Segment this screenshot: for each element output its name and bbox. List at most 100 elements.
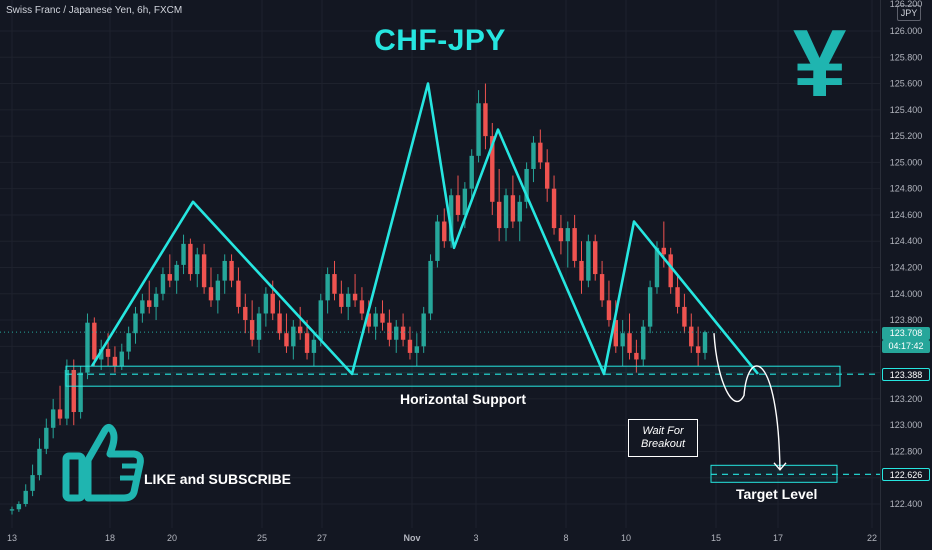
candle-body bbox=[133, 313, 138, 334]
y-tick-label: 125.000 bbox=[890, 157, 923, 167]
chart-title: CHF-JPY bbox=[374, 24, 506, 57]
candle-body bbox=[400, 326, 406, 340]
y-tick-label: 124.000 bbox=[890, 289, 923, 299]
y-tick-label: 125.600 bbox=[890, 79, 923, 89]
candle-body bbox=[263, 293, 269, 314]
candle-body bbox=[695, 346, 701, 353]
candle-body bbox=[661, 247, 667, 255]
horizontal-levels bbox=[0, 331, 880, 483]
candle-body bbox=[50, 409, 56, 428]
head-and-shoulders-pattern bbox=[90, 82, 760, 376]
target-zone-box bbox=[710, 464, 838, 483]
y-tick-label: 123.800 bbox=[890, 315, 923, 325]
candle-body bbox=[380, 313, 385, 323]
candle-body bbox=[544, 162, 550, 189]
x-tick-label: 20 bbox=[167, 533, 177, 543]
currency-badge[interactable]: JPY bbox=[897, 5, 921, 21]
candle-body bbox=[490, 136, 495, 202]
x-tick-label: 18 bbox=[105, 533, 115, 543]
candle-body bbox=[297, 326, 303, 334]
candle-body bbox=[291, 326, 296, 347]
candle-body bbox=[593, 241, 598, 275]
x-tick-label: 3 bbox=[473, 533, 478, 543]
candle-body bbox=[366, 313, 371, 327]
candle-body bbox=[277, 313, 282, 334]
last-price-tag: 123.708 bbox=[882, 327, 930, 340]
candle-body bbox=[641, 326, 646, 360]
candle-body bbox=[428, 260, 433, 314]
candle-body bbox=[126, 333, 131, 352]
candle-body bbox=[256, 313, 262, 340]
candle-body bbox=[105, 348, 111, 357]
y-tick-label: 125.800 bbox=[890, 52, 923, 62]
candle-body bbox=[270, 293, 275, 314]
candle-body bbox=[538, 142, 543, 163]
candle-body bbox=[675, 287, 680, 307]
candle-body bbox=[325, 274, 330, 301]
candle-body bbox=[606, 300, 612, 321]
candle-body bbox=[167, 274, 173, 281]
symbol-header: Swiss Franc / Japanese Yen, 6h, FXCM bbox=[6, 5, 183, 16]
candle-body bbox=[373, 313, 378, 327]
y-tick-label: 122.400 bbox=[890, 499, 923, 509]
like-subscribe-label: LIKE and SUBSCRIBE bbox=[144, 471, 292, 487]
candle-body bbox=[284, 333, 289, 347]
candle-body bbox=[620, 333, 625, 347]
candle-body bbox=[222, 260, 227, 281]
candle-body bbox=[565, 228, 570, 242]
candle-body bbox=[57, 409, 63, 419]
y-tick-label: 122.800 bbox=[890, 446, 923, 456]
candle-body bbox=[160, 274, 166, 294]
candle-body bbox=[64, 369, 70, 419]
y-tick-label: 123.000 bbox=[890, 420, 923, 430]
support-zone-box bbox=[65, 365, 841, 387]
y-tick-label: 124.400 bbox=[890, 236, 923, 246]
candle-body bbox=[318, 300, 323, 340]
candle-body bbox=[702, 332, 708, 353]
chart-grid bbox=[0, 0, 880, 528]
candle-body bbox=[236, 280, 241, 307]
candle-body bbox=[579, 260, 584, 281]
candle-body bbox=[476, 103, 481, 156]
candle-body bbox=[304, 333, 310, 353]
candle-body bbox=[469, 155, 474, 189]
candle-body bbox=[682, 306, 687, 327]
y-tick-label: 124.200 bbox=[890, 263, 923, 273]
candle-body bbox=[442, 221, 447, 242]
candle-body bbox=[462, 188, 468, 215]
y-tick-label: 124.800 bbox=[890, 184, 923, 194]
axis-top-partial-label: 126.200 bbox=[889, 0, 923, 9]
target-label: Target Level bbox=[736, 486, 818, 502]
pattern-overlay bbox=[90, 82, 787, 471]
candle-body bbox=[387, 322, 392, 340]
candle-body bbox=[634, 352, 639, 360]
yen-symbol: ¥ bbox=[793, 10, 847, 117]
candle-body bbox=[16, 504, 22, 510]
candle-body bbox=[394, 326, 399, 340]
thumbs-up-icon bbox=[62, 423, 144, 502]
callout-line-2: Breakout bbox=[640, 438, 686, 450]
y-tick-label: 126.000 bbox=[890, 26, 923, 36]
candle-body bbox=[243, 306, 248, 321]
candle-body bbox=[208, 287, 214, 301]
support-label: Horizontal Support bbox=[400, 391, 526, 407]
candle-body bbox=[551, 188, 557, 229]
candle-body bbox=[359, 300, 365, 314]
candle-body bbox=[496, 201, 502, 229]
x-tick-label: 8 bbox=[563, 533, 568, 543]
candle-body bbox=[140, 300, 145, 314]
candle-body bbox=[9, 509, 15, 511]
candle-body bbox=[654, 247, 660, 288]
candle-body bbox=[448, 195, 454, 242]
candle-body bbox=[339, 293, 344, 307]
candle-body bbox=[85, 322, 90, 373]
candle-body bbox=[517, 201, 522, 222]
candlestick-series bbox=[9, 83, 708, 515]
candle-body bbox=[311, 339, 317, 353]
candle-body bbox=[249, 320, 255, 340]
candle-body bbox=[572, 228, 577, 261]
x-tick-label: 10 bbox=[621, 533, 631, 543]
candle-body bbox=[483, 103, 488, 137]
candle-body bbox=[599, 274, 605, 301]
